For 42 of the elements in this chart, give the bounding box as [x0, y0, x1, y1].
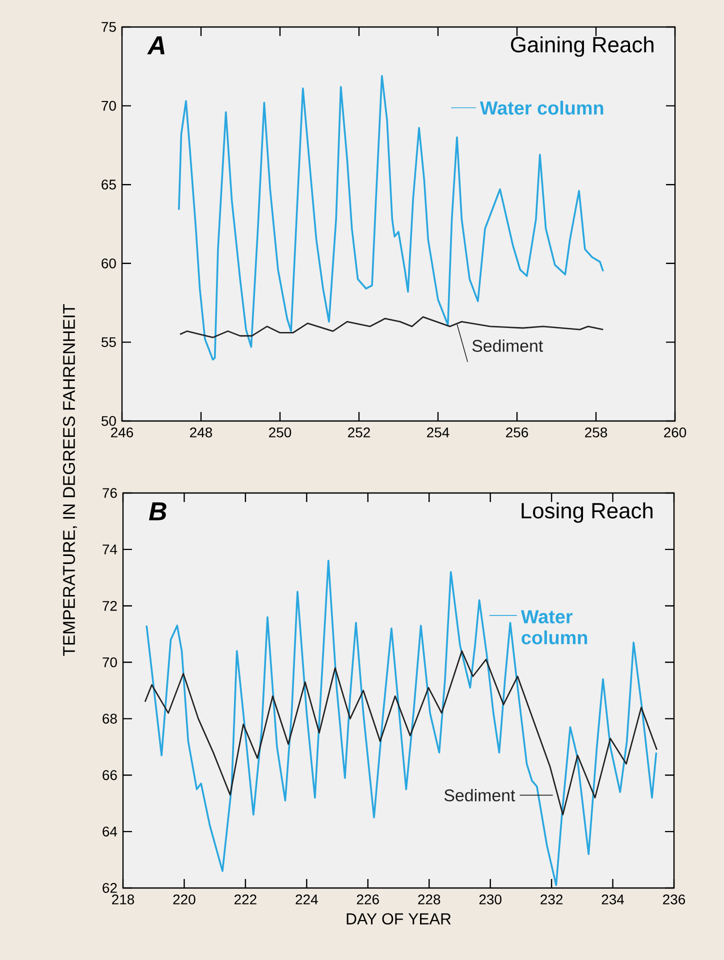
y-tick-label: 60 [102, 258, 116, 268]
y-tick-label: 70 [102, 100, 116, 111]
x-tick-label: 258 [585, 428, 608, 438]
x-tick-label: 256 [506, 428, 528, 438]
legend-label: Sediment [472, 339, 543, 352]
x-tick-label: 246 [111, 428, 134, 438]
y-tick-label: 74 [102, 544, 118, 554]
y-tick-label: 64 [102, 826, 118, 837]
y-tick-label: 75 [102, 22, 116, 32]
y-tick-label: 50 [102, 416, 116, 426]
y-tick-label: 62 [102, 883, 117, 893]
y-axis-title: TEMPERATURE, IN DEGREES FAHRENHEIT [63, 304, 77, 656]
y-tick-label: 55 [102, 337, 116, 348]
x-tick-label: 232 [540, 894, 562, 904]
x-tick-label: 252 [348, 428, 370, 438]
annotation: A [147, 36, 164, 54]
y-tick-label: 66 [102, 770, 117, 780]
x-tick-label: 226 [356, 894, 379, 904]
x-tick-label: 254 [427, 428, 450, 438]
chart-title: Gaining Reach [511, 36, 654, 57]
annotation: B [149, 502, 166, 520]
y-tick-label: 76 [102, 488, 117, 498]
y-tick-label: 65 [102, 180, 116, 190]
x-tick-label: 220 [173, 894, 196, 904]
y-tick-label: 70 [102, 657, 117, 668]
x-tick-label: 260 [664, 428, 686, 438]
x-axis-title: DAY OF YEAR [346, 913, 451, 925]
legend-label: Water column [520, 610, 588, 644]
x-tick-label: 224 [296, 894, 318, 904]
y-tick-label: 72 [102, 600, 117, 611]
x-tick-label: 218 [112, 894, 134, 904]
text: Sediment [444, 788, 516, 802]
legend-label: Water column [480, 100, 604, 115]
x-tick-label: 248 [190, 428, 212, 438]
x-tick-label: 222 [234, 894, 256, 904]
x-tick-label: 250 [269, 428, 292, 438]
y-tick-label: 68 [102, 714, 117, 724]
chart-title: Losing Reach [522, 502, 652, 523]
x-tick-label: 236 [663, 894, 686, 904]
x-tick-label: 234 [602, 894, 624, 904]
x-tick-label: 230 [479, 894, 502, 904]
x-tick-label: 228 [418, 894, 440, 904]
